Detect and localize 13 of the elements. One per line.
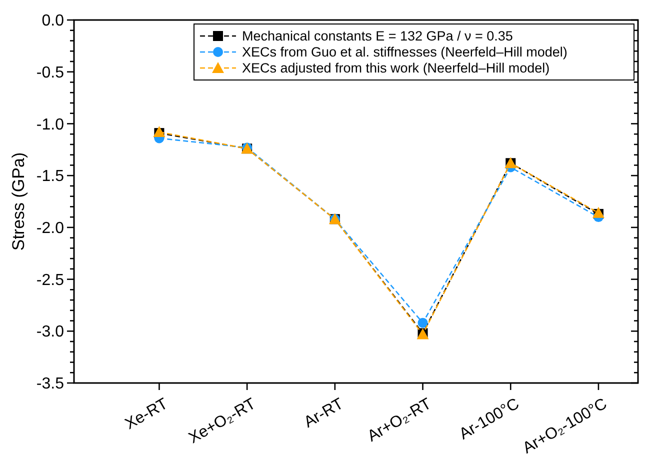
y-tick-label: -0.5 — [36, 64, 64, 82]
y-tick-label: -1.5 — [36, 168, 64, 186]
legend-label: Mechanical constants E = 132 GPa / ν = 0.35 — [242, 28, 513, 44]
y-tick-label: -1.0 — [36, 116, 64, 134]
y-tick-label: -3.0 — [36, 324, 64, 341]
y-tick-label: 0.0 — [42, 12, 64, 30]
y-tick-label: -2.5 — [36, 272, 64, 289]
legend-label: XECs from Guo et al. stiffnesses (Neerfeld–Hill model) — [242, 44, 568, 60]
point — [418, 318, 428, 328]
legend-label: XECs adjusted from this work (Neerfeld–Hill model) — [242, 60, 550, 76]
y-axis-title: Stress (GPa) — [9, 152, 28, 251]
y-tick-label: -2.0 — [36, 220, 64, 238]
y-tick-label: -3.5 — [36, 376, 64, 393]
